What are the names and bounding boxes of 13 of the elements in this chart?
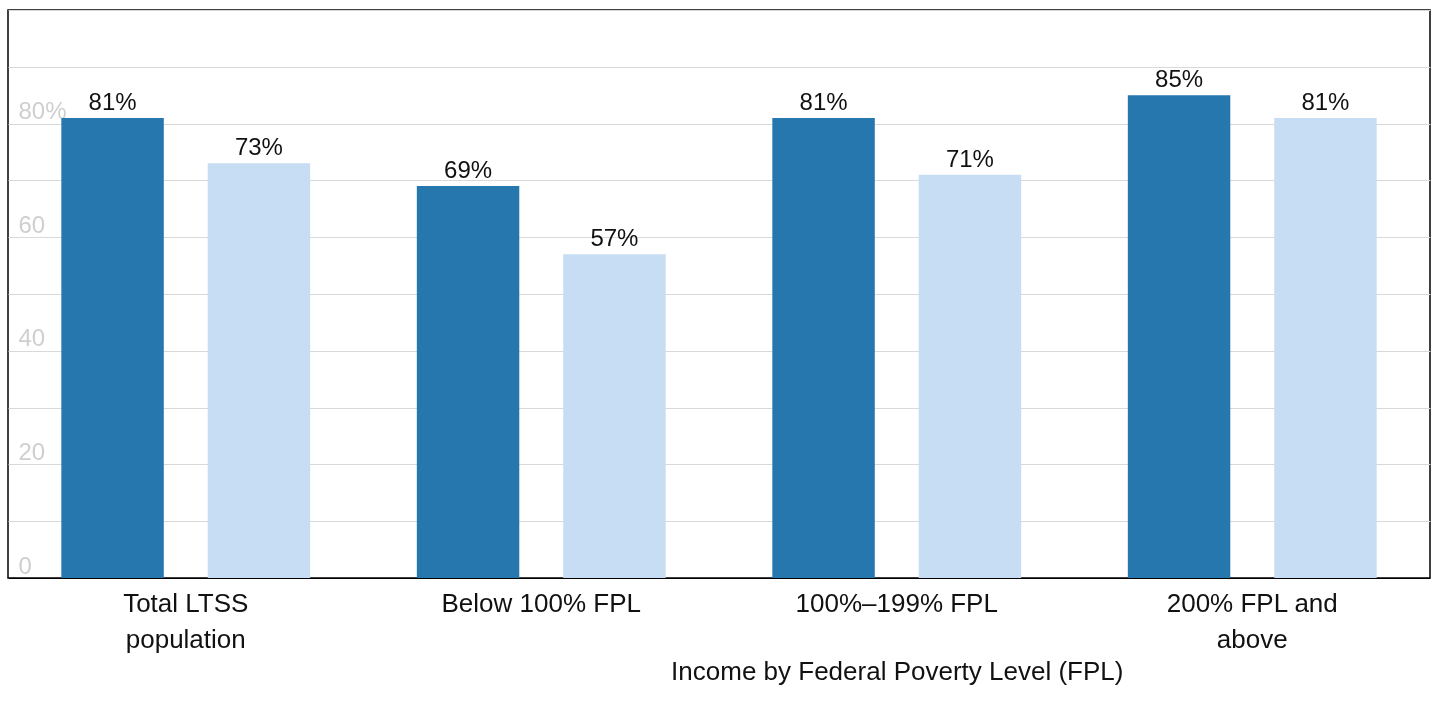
data-label: 85% [1155,65,1204,93]
x-tick-label: 100%–199% FPL [795,587,998,618]
data-label: 71% [945,144,994,172]
x-tick-label: 200% FPL and above [1166,587,1338,654]
data-label: 81% [1301,87,1350,115]
x-tick-label: Below 100% FPL [441,587,641,618]
x-tick-label: Total LTSS population [123,587,249,654]
data-label: 81% [88,87,137,115]
data-label: 73% [234,133,283,161]
data-label: 81% [799,87,848,115]
data-label: 57% [590,224,639,252]
x-axis-title: Income by Federal Poverty Level (FPL) [671,655,1124,686]
data-label: 69% [444,156,493,184]
